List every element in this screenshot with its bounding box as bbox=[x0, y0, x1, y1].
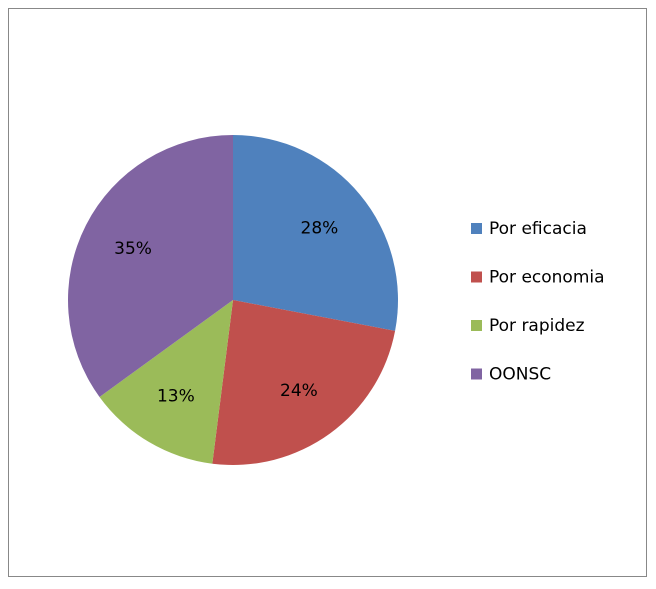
legend-label: Por eficacia bbox=[489, 219, 587, 239]
pie-slice bbox=[99, 300, 233, 464]
legend-label: Por rapidez bbox=[489, 316, 585, 336]
legend-swatch bbox=[471, 320, 482, 331]
legend-swatch bbox=[471, 368, 482, 380]
legend-label: OONSC bbox=[489, 365, 551, 385]
pie-slice bbox=[212, 300, 396, 465]
value-label: 28% bbox=[301, 218, 339, 238]
pie-slice bbox=[68, 135, 234, 397]
value-label: 24% bbox=[280, 381, 318, 401]
value-label: 35% bbox=[114, 239, 152, 259]
legend-swatch bbox=[471, 223, 482, 234]
legend-label: Por economia bbox=[489, 268, 605, 288]
pie-slice bbox=[233, 135, 398, 331]
legend-swatch bbox=[471, 271, 482, 283]
value-label: 13% bbox=[157, 387, 195, 407]
